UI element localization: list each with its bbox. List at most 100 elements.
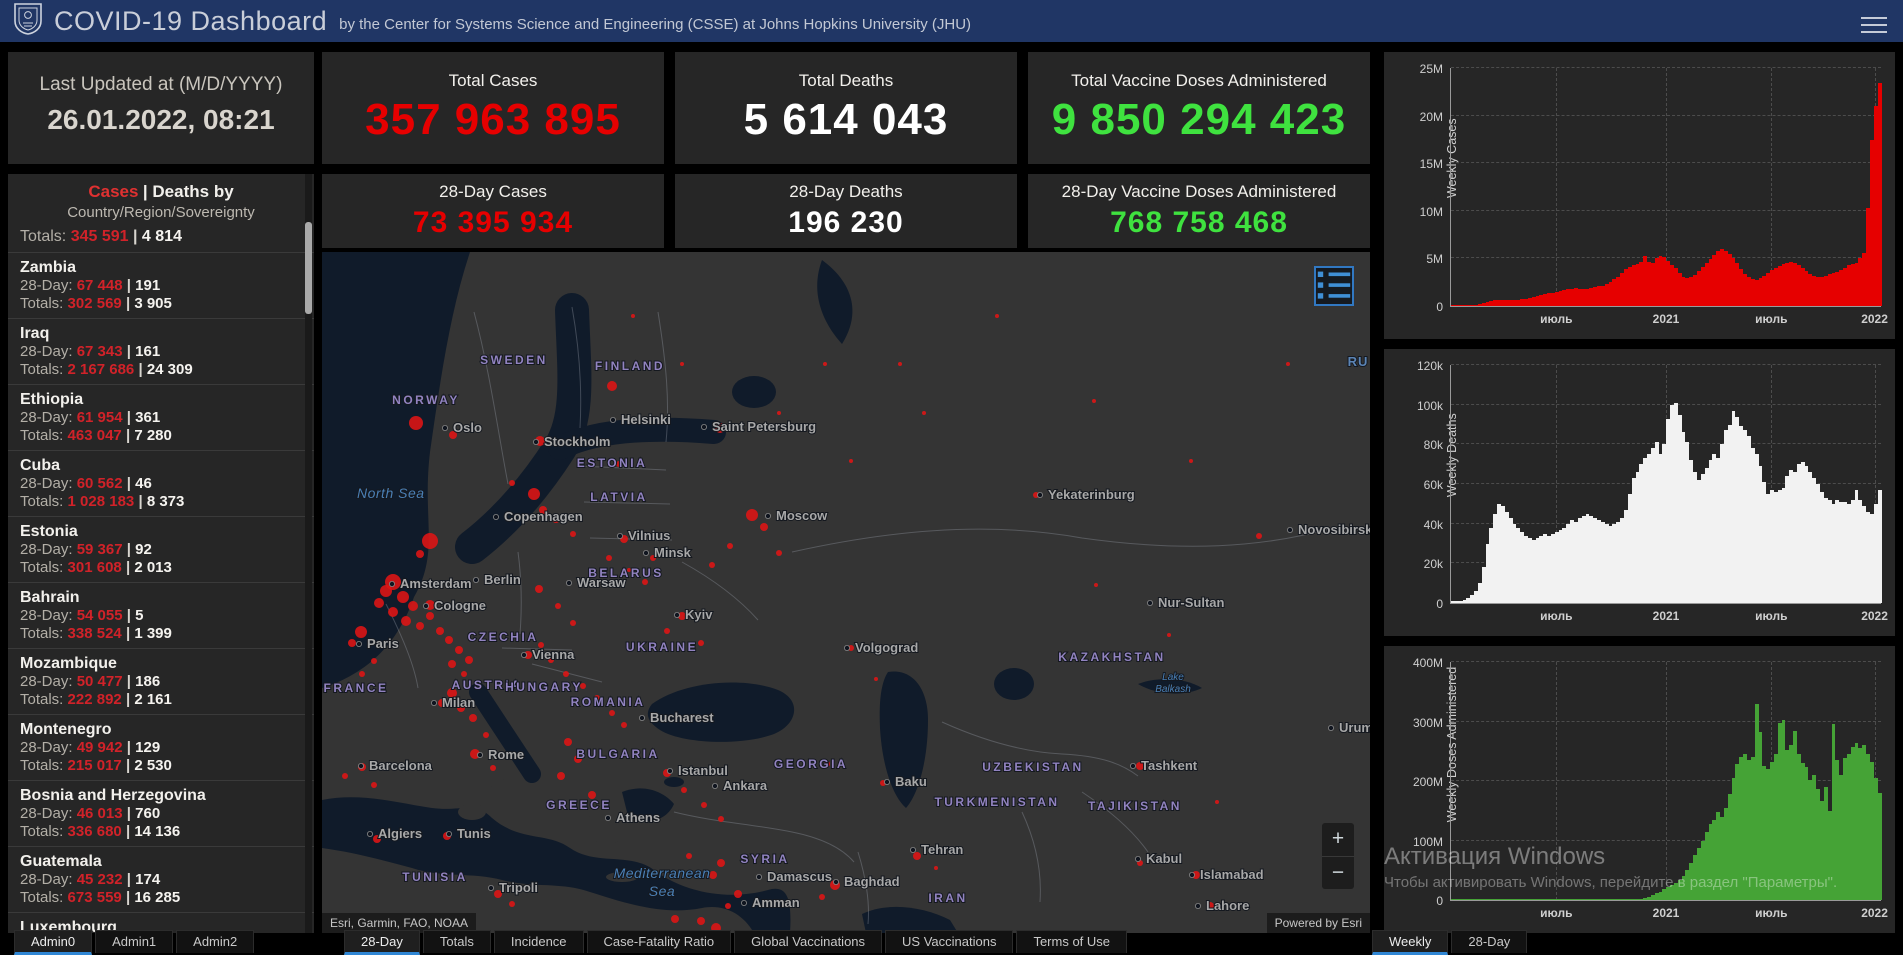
case-cluster-dot[interactable] bbox=[539, 506, 547, 514]
case-cluster-dot[interactable] bbox=[1094, 583, 1098, 587]
case-cluster-dot[interactable] bbox=[697, 917, 705, 925]
tab-weekly[interactable]: Weekly bbox=[1372, 930, 1449, 955]
map-legend-button[interactable] bbox=[1314, 266, 1354, 306]
case-cluster-dot[interactable] bbox=[570, 531, 576, 537]
case-cluster-dot[interactable] bbox=[874, 677, 878, 681]
tab-28-day[interactable]: 28-Day bbox=[1451, 930, 1528, 953]
case-cluster-dot[interactable] bbox=[436, 627, 444, 635]
case-cluster-dot[interactable] bbox=[538, 642, 544, 648]
case-cluster-dot[interactable] bbox=[469, 714, 477, 722]
case-cluster-dot[interactable] bbox=[465, 656, 473, 664]
case-cluster-dot[interactable] bbox=[509, 480, 515, 486]
case-cluster-dot[interactable] bbox=[449, 431, 457, 439]
case-cluster-dot[interactable] bbox=[734, 890, 742, 898]
case-cluster-dot[interactable] bbox=[563, 671, 569, 677]
case-cluster-dot[interactable] bbox=[416, 622, 424, 630]
menu-hamburger-icon[interactable] bbox=[1861, 12, 1887, 33]
case-cluster-dot[interactable] bbox=[760, 523, 768, 531]
country-list-scrollbar-track[interactable] bbox=[305, 174, 312, 933]
case-cluster-dot[interactable] bbox=[680, 362, 684, 366]
case-cluster-dot[interactable] bbox=[616, 461, 622, 467]
tab-terms-of-use[interactable]: Terms of Use bbox=[1016, 930, 1128, 953]
country-list-scrollbar-thumb[interactable] bbox=[305, 222, 312, 314]
case-cluster-dot[interactable] bbox=[461, 671, 467, 677]
case-cluster-dot[interactable] bbox=[664, 628, 670, 634]
case-cluster-dot[interactable] bbox=[898, 362, 902, 366]
case-cluster-dot[interactable] bbox=[494, 890, 502, 898]
case-cluster-dot[interactable] bbox=[401, 616, 411, 626]
case-cluster-dot[interactable] bbox=[746, 509, 758, 521]
case-cluster-dot[interactable] bbox=[606, 555, 612, 561]
case-cluster-dot[interactable] bbox=[359, 671, 365, 677]
case-cluster-dot[interactable] bbox=[686, 853, 692, 859]
case-cluster-dot[interactable] bbox=[1136, 762, 1144, 770]
case-cluster-dot[interactable] bbox=[455, 646, 463, 654]
case-cluster-dot[interactable] bbox=[483, 732, 489, 738]
case-cluster-dot[interactable] bbox=[913, 852, 921, 860]
country-list-item[interactable]: Iraq 28-Day: 67 343 | 161 Totals: 2 167 68… bbox=[8, 319, 314, 385]
case-cluster-dot[interactable] bbox=[823, 362, 827, 366]
country-list-item[interactable]: Ethiopia 28-Day: 61 954 | 361 Totals: 463 … bbox=[8, 385, 314, 451]
case-cluster-dot[interactable] bbox=[426, 612, 434, 620]
case-cluster-dot[interactable] bbox=[1256, 533, 1262, 539]
tab-totals[interactable]: Totals bbox=[422, 930, 491, 953]
case-cluster-dot[interactable] bbox=[627, 568, 631, 572]
case-cluster-dot[interactable] bbox=[355, 626, 367, 638]
case-cluster-dot[interactable] bbox=[528, 488, 540, 500]
country-list-item[interactable]: Cuba 28-Day: 60 562 | 46 Totals: 1 028 183… bbox=[8, 451, 314, 517]
case-cluster-dot[interactable] bbox=[995, 314, 999, 318]
case-cluster-dot[interactable] bbox=[609, 710, 615, 716]
case-cluster-dot[interactable] bbox=[709, 871, 717, 879]
case-cluster-dot[interactable] bbox=[416, 550, 424, 558]
case-cluster-dot[interactable] bbox=[408, 601, 418, 611]
country-list-item[interactable]: Mozambique 28-Day: 50 477 | 186 Totals: 22… bbox=[8, 649, 314, 715]
country-list-item[interactable]: Bahrain 28-Day: 54 055 | 5 Totals: 338 524… bbox=[8, 583, 314, 649]
case-cluster-dot[interactable] bbox=[725, 903, 731, 909]
case-cluster-dot[interactable] bbox=[380, 585, 392, 597]
case-cluster-dot[interactable] bbox=[1206, 902, 1214, 910]
case-cluster-dot[interactable] bbox=[1189, 459, 1193, 463]
tab-admin0[interactable]: Admin0 bbox=[14, 930, 93, 955]
case-cluster-dot[interactable] bbox=[824, 761, 830, 767]
case-cluster-dot[interactable] bbox=[650, 555, 656, 561]
case-cluster-dot[interactable] bbox=[509, 901, 515, 907]
case-cluster-dot[interactable] bbox=[777, 411, 781, 415]
case-cluster-dot[interactable] bbox=[934, 866, 938, 870]
world-map[interactable]: SWEDEN FINLAND NORWAY ESTONIA LATVIA BELARUS U… bbox=[322, 252, 1370, 933]
case-cluster-dot[interactable] bbox=[1092, 399, 1096, 403]
case-cluster-dot[interactable] bbox=[1167, 633, 1171, 637]
case-cluster-dot[interactable] bbox=[374, 598, 384, 608]
zoom-in-button[interactable]: + bbox=[1322, 823, 1354, 857]
case-cluster-dot[interactable] bbox=[445, 636, 453, 644]
case-cluster-dot[interactable] bbox=[715, 423, 725, 433]
case-cluster-dot[interactable] bbox=[1286, 362, 1290, 366]
case-cluster-dot[interactable] bbox=[557, 772, 565, 780]
case-cluster-dot[interactable] bbox=[709, 562, 715, 568]
case-cluster-dot[interactable] bbox=[373, 835, 381, 843]
tab-admin1[interactable]: Admin1 bbox=[95, 930, 174, 953]
case-cluster-dot[interactable] bbox=[409, 416, 423, 430]
case-cluster-dot[interactable] bbox=[588, 791, 596, 799]
case-cluster-dot[interactable] bbox=[564, 738, 572, 746]
case-cluster-dot[interactable] bbox=[621, 722, 627, 728]
tab-admin2[interactable]: Admin2 bbox=[176, 930, 255, 953]
case-cluster-dot[interactable] bbox=[922, 411, 926, 415]
case-cluster-dot[interactable] bbox=[580, 683, 586, 689]
case-cluster-dot[interactable] bbox=[698, 640, 704, 646]
case-cluster-dot[interactable] bbox=[388, 607, 398, 617]
country-list-item[interactable]: Bosnia and Herzegovina 28-Day: 46 013 | 7… bbox=[8, 781, 314, 847]
case-cluster-dot[interactable] bbox=[1215, 800, 1219, 804]
case-cluster-dot[interactable] bbox=[457, 704, 465, 712]
case-cluster-dot[interactable] bbox=[490, 765, 496, 771]
case-cluster-dot[interactable] bbox=[371, 658, 377, 664]
case-cluster-dot[interactable] bbox=[448, 660, 456, 668]
case-cluster-dot[interactable] bbox=[717, 859, 725, 867]
tab-global-vaccinations[interactable]: Global Vaccinations bbox=[734, 930, 883, 953]
case-cluster-dot[interactable] bbox=[574, 755, 582, 763]
case-cluster-dot[interactable] bbox=[438, 699, 446, 707]
case-cluster-dot[interactable] bbox=[422, 533, 438, 549]
case-cluster-dot[interactable] bbox=[447, 688, 457, 698]
tab-incidence[interactable]: Incidence bbox=[493, 930, 584, 953]
tab-case-fatality-ratio[interactable]: Case-Fatality Ratio bbox=[586, 930, 732, 953]
country-list-item[interactable]: Guatemala 28-Day: 45 232 | 174 Totals: 673… bbox=[8, 847, 314, 913]
